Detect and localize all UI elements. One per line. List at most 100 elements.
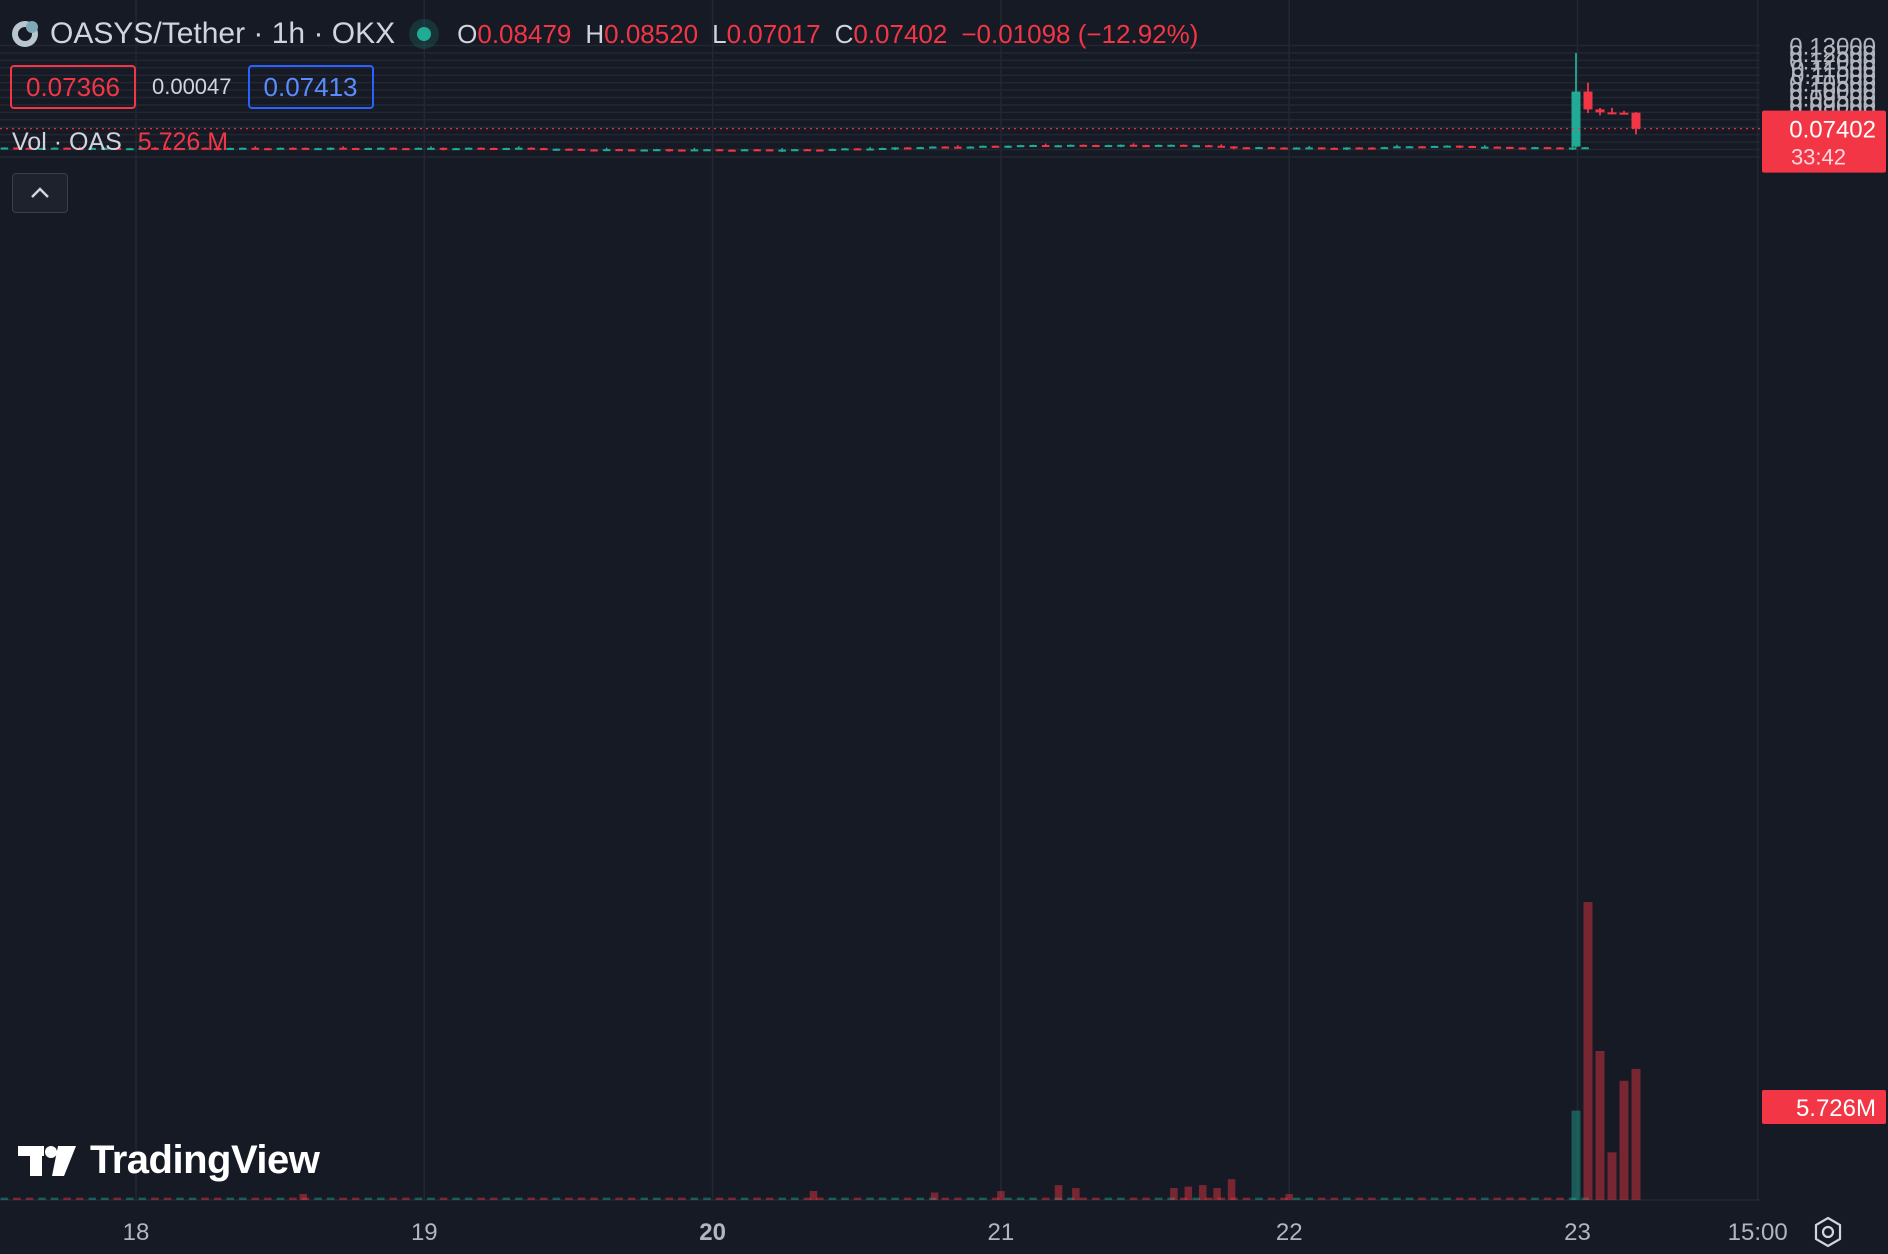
candle-body	[126, 148, 134, 151]
tradingview-logo[interactable]: TradingView	[18, 1138, 320, 1183]
volume-bar	[1230, 1197, 1238, 1200]
volume-bar	[1227, 1179, 1236, 1200]
volume-bar	[138, 1197, 147, 1200]
candle-body	[439, 147, 448, 150]
price-tick-label: 0.12500	[1789, 41, 1876, 68]
symbol-header: OASYS/Tether · 1h · OKX O 0.08479 H 0.0852…	[10, 14, 1198, 54]
volume-bar	[1179, 1197, 1188, 1200]
volume-bar	[715, 1197, 724, 1200]
volume-bar	[1581, 1197, 1589, 1200]
quote-panel: 0.07366 0.00047 0.07413	[10, 65, 374, 109]
candle-body	[891, 147, 899, 150]
volume-bar	[514, 1197, 523, 1200]
volume-bar	[665, 1197, 674, 1200]
volume-bar	[878, 1197, 887, 1200]
candle-body	[791, 149, 799, 152]
candle-body	[514, 147, 523, 150]
time-tick-label: 18	[123, 1219, 150, 1246]
candles	[0, 52, 1641, 152]
volume-bar	[1004, 1197, 1012, 1200]
collapse-legend-button[interactable]	[12, 173, 68, 213]
volume-bar	[339, 1197, 347, 1200]
candle-countdown-label: 33:42	[1791, 145, 1846, 170]
volume-bar	[640, 1197, 648, 1200]
volume-bar	[816, 1197, 824, 1200]
candle-body	[25, 147, 34, 150]
volume-bar	[1506, 1197, 1514, 1200]
volume-bar	[1067, 1197, 1075, 1200]
open-value: 0.08479	[477, 18, 572, 49]
candle-body	[389, 147, 398, 150]
candle-body	[1493, 146, 1502, 149]
candle-body	[489, 147, 498, 150]
volume-bar	[414, 1197, 423, 1200]
time-axis[interactable]: 18 19 20 21 22 23 15:00	[123, 1219, 1788, 1246]
volume-bar	[1405, 1197, 1414, 1200]
symbol-title[interactable]: OASYS/Tether · 1h · OKX	[50, 17, 396, 50]
candle-body	[1129, 144, 1138, 147]
candle-body	[113, 147, 122, 150]
volume-bar	[1184, 1186, 1193, 1200]
volume-bar	[1054, 1185, 1063, 1200]
time-tick-label: 19	[411, 1219, 438, 1246]
candle-body	[1468, 146, 1476, 149]
candle-body	[1255, 147, 1263, 150]
volume-bar	[1054, 1197, 1062, 1200]
time-tick-label: 22	[1276, 1219, 1303, 1246]
volume-bar	[1170, 1188, 1178, 1200]
candle-body	[238, 147, 247, 150]
volume-bar	[1571, 1110, 1581, 1200]
candle-body	[665, 149, 674, 152]
price-tick-label: 0.12000	[1789, 48, 1876, 75]
candle-body	[653, 149, 661, 152]
volume-bar	[264, 1197, 272, 1200]
volume-bar	[464, 1197, 473, 1200]
candle-body	[1543, 147, 1552, 150]
volume-bar	[1213, 1188, 1221, 1200]
candle-body	[627, 149, 636, 152]
time-tick-label: 21	[988, 1219, 1015, 1246]
volume-bar	[1380, 1197, 1389, 1200]
candle-body	[226, 147, 234, 150]
volume-bar	[1518, 1197, 1527, 1200]
sell-price-button[interactable]: 0.07366	[10, 65, 136, 109]
volume-bar	[1443, 1197, 1451, 1200]
chart-settings-icon[interactable]	[1812, 1216, 1844, 1248]
volume-bar	[326, 1197, 335, 1200]
candle-body	[188, 147, 197, 150]
last-price-label: 0.07402	[1789, 117, 1876, 144]
volume-bar	[251, 1197, 260, 1200]
candle-body	[678, 149, 686, 152]
volume-bar	[1267, 1197, 1276, 1200]
oasys-coin-icon[interactable]	[10, 19, 40, 49]
buy-price-button[interactable]: 0.07413	[247, 65, 374, 109]
candle-body	[1192, 145, 1200, 148]
volume-bars	[0, 902, 1641, 1200]
candle-body	[878, 147, 887, 150]
candle-body	[916, 147, 924, 150]
volume-bar	[301, 1197, 310, 1200]
volume-bar	[364, 1197, 372, 1200]
volume-bar	[1631, 1068, 1641, 1200]
candle-body	[414, 147, 423, 150]
volume-bar	[75, 1197, 84, 1200]
volume-bar	[653, 1197, 661, 1200]
candle-body	[979, 145, 987, 148]
price-tick-label: 0.11000	[1791, 63, 1876, 90]
volume-legend-label[interactable]: Vol · OAS	[12, 128, 122, 156]
candle-body	[1242, 147, 1251, 150]
candle-body	[1205, 145, 1213, 148]
candle-body	[602, 149, 611, 152]
candle-body	[1167, 144, 1175, 147]
candle-body	[1004, 145, 1012, 148]
volume-bar	[602, 1197, 611, 1200]
volume-bar	[1430, 1197, 1439, 1200]
tradingview-logo-icon	[18, 1145, 76, 1176]
candle-body	[1067, 144, 1075, 147]
volume-bar	[1285, 1194, 1293, 1200]
volume-bar	[226, 1197, 234, 1200]
candle-body	[1330, 147, 1338, 150]
volume-bar	[866, 1197, 874, 1200]
